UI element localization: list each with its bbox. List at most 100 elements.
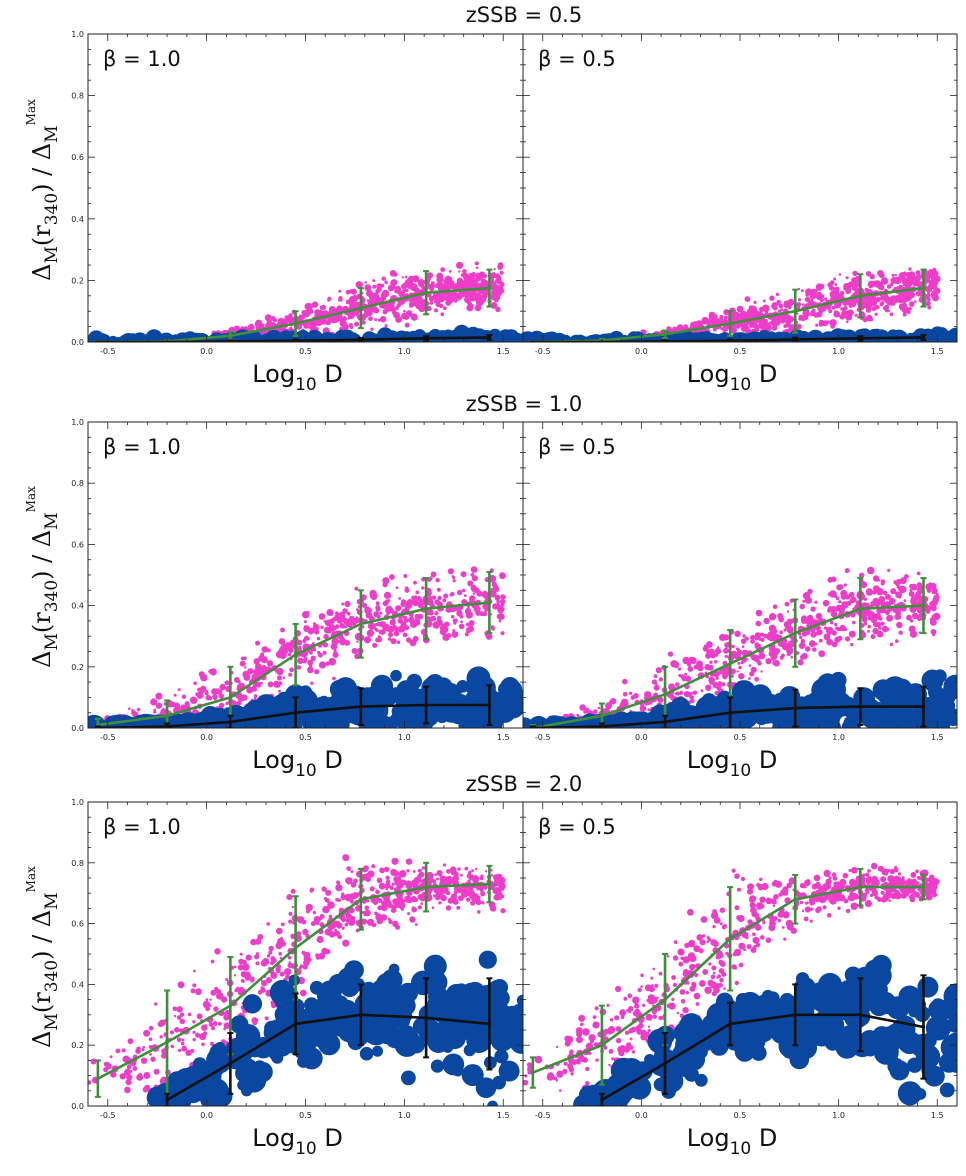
magenta-point bbox=[153, 708, 157, 711]
magenta-point bbox=[385, 900, 392, 907]
magenta-point bbox=[208, 669, 213, 674]
magenta-point bbox=[273, 680, 281, 688]
magenta-point bbox=[894, 639, 899, 643]
magenta-point bbox=[261, 656, 268, 664]
magenta-point bbox=[179, 1028, 184, 1033]
magenta-point bbox=[809, 312, 813, 316]
black-mean-point bbox=[663, 720, 667, 724]
magenta-point bbox=[253, 668, 261, 676]
magenta-point bbox=[848, 591, 855, 598]
green-mean-point bbox=[921, 603, 926, 608]
blue-point bbox=[930, 688, 944, 702]
magenta-point bbox=[349, 899, 354, 904]
magenta-point bbox=[689, 695, 694, 700]
magenta-point bbox=[264, 1016, 269, 1021]
blue-point bbox=[670, 696, 690, 717]
beta-annotation: β = 1.0 bbox=[103, 435, 181, 459]
blue-point bbox=[799, 694, 825, 719]
magenta-point bbox=[234, 988, 238, 993]
magenta-point bbox=[499, 282, 505, 287]
x-tick-label: 0.0 bbox=[200, 347, 213, 356]
magenta-point bbox=[840, 594, 847, 600]
magenta-point bbox=[810, 606, 816, 612]
magenta-point bbox=[337, 934, 343, 940]
blue-point bbox=[218, 711, 235, 727]
magenta-point bbox=[192, 983, 197, 988]
magenta-point bbox=[392, 920, 399, 928]
magenta-point bbox=[456, 261, 464, 269]
magenta-point bbox=[932, 633, 936, 637]
magenta-point bbox=[181, 694, 187, 699]
magenta-point bbox=[157, 1021, 164, 1028]
magenta-point bbox=[301, 919, 307, 925]
magenta-point bbox=[195, 988, 202, 996]
magenta-point bbox=[353, 311, 357, 315]
magenta-point bbox=[276, 968, 281, 974]
magenta-point bbox=[442, 633, 450, 641]
magenta-point bbox=[403, 574, 408, 578]
magenta-point bbox=[783, 621, 792, 629]
blue-point bbox=[466, 703, 488, 724]
magenta-point bbox=[905, 294, 912, 302]
magenta-point bbox=[492, 283, 498, 289]
magenta-point bbox=[887, 568, 891, 573]
magenta-point bbox=[898, 284, 904, 290]
magenta-point bbox=[436, 275, 444, 283]
magenta-point bbox=[834, 283, 838, 286]
magenta-point bbox=[819, 297, 824, 303]
black-mean-point bbox=[228, 339, 233, 342]
magenta-point bbox=[451, 615, 455, 619]
magenta-point bbox=[784, 601, 790, 607]
magenta-point bbox=[451, 280, 455, 284]
magenta-point bbox=[835, 596, 840, 601]
magenta-point bbox=[467, 879, 471, 883]
magenta-point bbox=[850, 612, 856, 618]
magenta-point bbox=[276, 667, 284, 676]
magenta-point bbox=[915, 290, 922, 297]
magenta-point bbox=[401, 601, 406, 607]
magenta-point bbox=[385, 879, 391, 885]
magenta-point bbox=[852, 607, 855, 610]
magenta-point bbox=[442, 306, 447, 310]
magenta-point bbox=[336, 617, 343, 624]
magenta-point bbox=[845, 310, 851, 316]
x-tick-label: 1.0 bbox=[832, 733, 845, 742]
magenta-point bbox=[880, 621, 885, 626]
magenta-point bbox=[328, 926, 333, 931]
magenta-point bbox=[261, 646, 269, 653]
magenta-point bbox=[280, 644, 287, 652]
magenta-point bbox=[930, 604, 937, 612]
magenta-point bbox=[260, 652, 265, 657]
magenta-point bbox=[450, 866, 457, 873]
blue-point bbox=[396, 680, 416, 700]
magenta-point bbox=[193, 969, 196, 973]
magenta-point bbox=[437, 889, 443, 895]
magenta-point bbox=[337, 898, 341, 902]
magenta-point bbox=[141, 1048, 145, 1052]
green-mean-point bbox=[228, 695, 233, 700]
magenta-point bbox=[364, 905, 370, 911]
magenta-point bbox=[492, 887, 499, 895]
magenta-point bbox=[314, 669, 320, 675]
magenta-point bbox=[750, 634, 756, 641]
magenta-point bbox=[239, 660, 246, 667]
magenta-point bbox=[341, 926, 345, 930]
magenta-point bbox=[287, 652, 292, 657]
magenta-point bbox=[804, 646, 811, 652]
magenta-point bbox=[221, 687, 224, 691]
magenta-point bbox=[319, 305, 324, 310]
magenta-point bbox=[466, 873, 472, 879]
black-mean-point bbox=[293, 710, 298, 715]
magenta-point bbox=[312, 910, 317, 915]
magenta-point bbox=[622, 692, 628, 697]
magenta-point bbox=[748, 664, 752, 667]
magenta-point bbox=[297, 657, 304, 664]
magenta-point bbox=[876, 588, 884, 596]
magenta-point bbox=[461, 293, 466, 297]
magenta-point bbox=[419, 895, 426, 902]
magenta-point bbox=[356, 640, 359, 643]
magenta-point bbox=[783, 628, 787, 632]
magenta-point bbox=[865, 295, 869, 299]
magenta-point bbox=[692, 690, 698, 695]
magenta-point bbox=[159, 1035, 163, 1039]
